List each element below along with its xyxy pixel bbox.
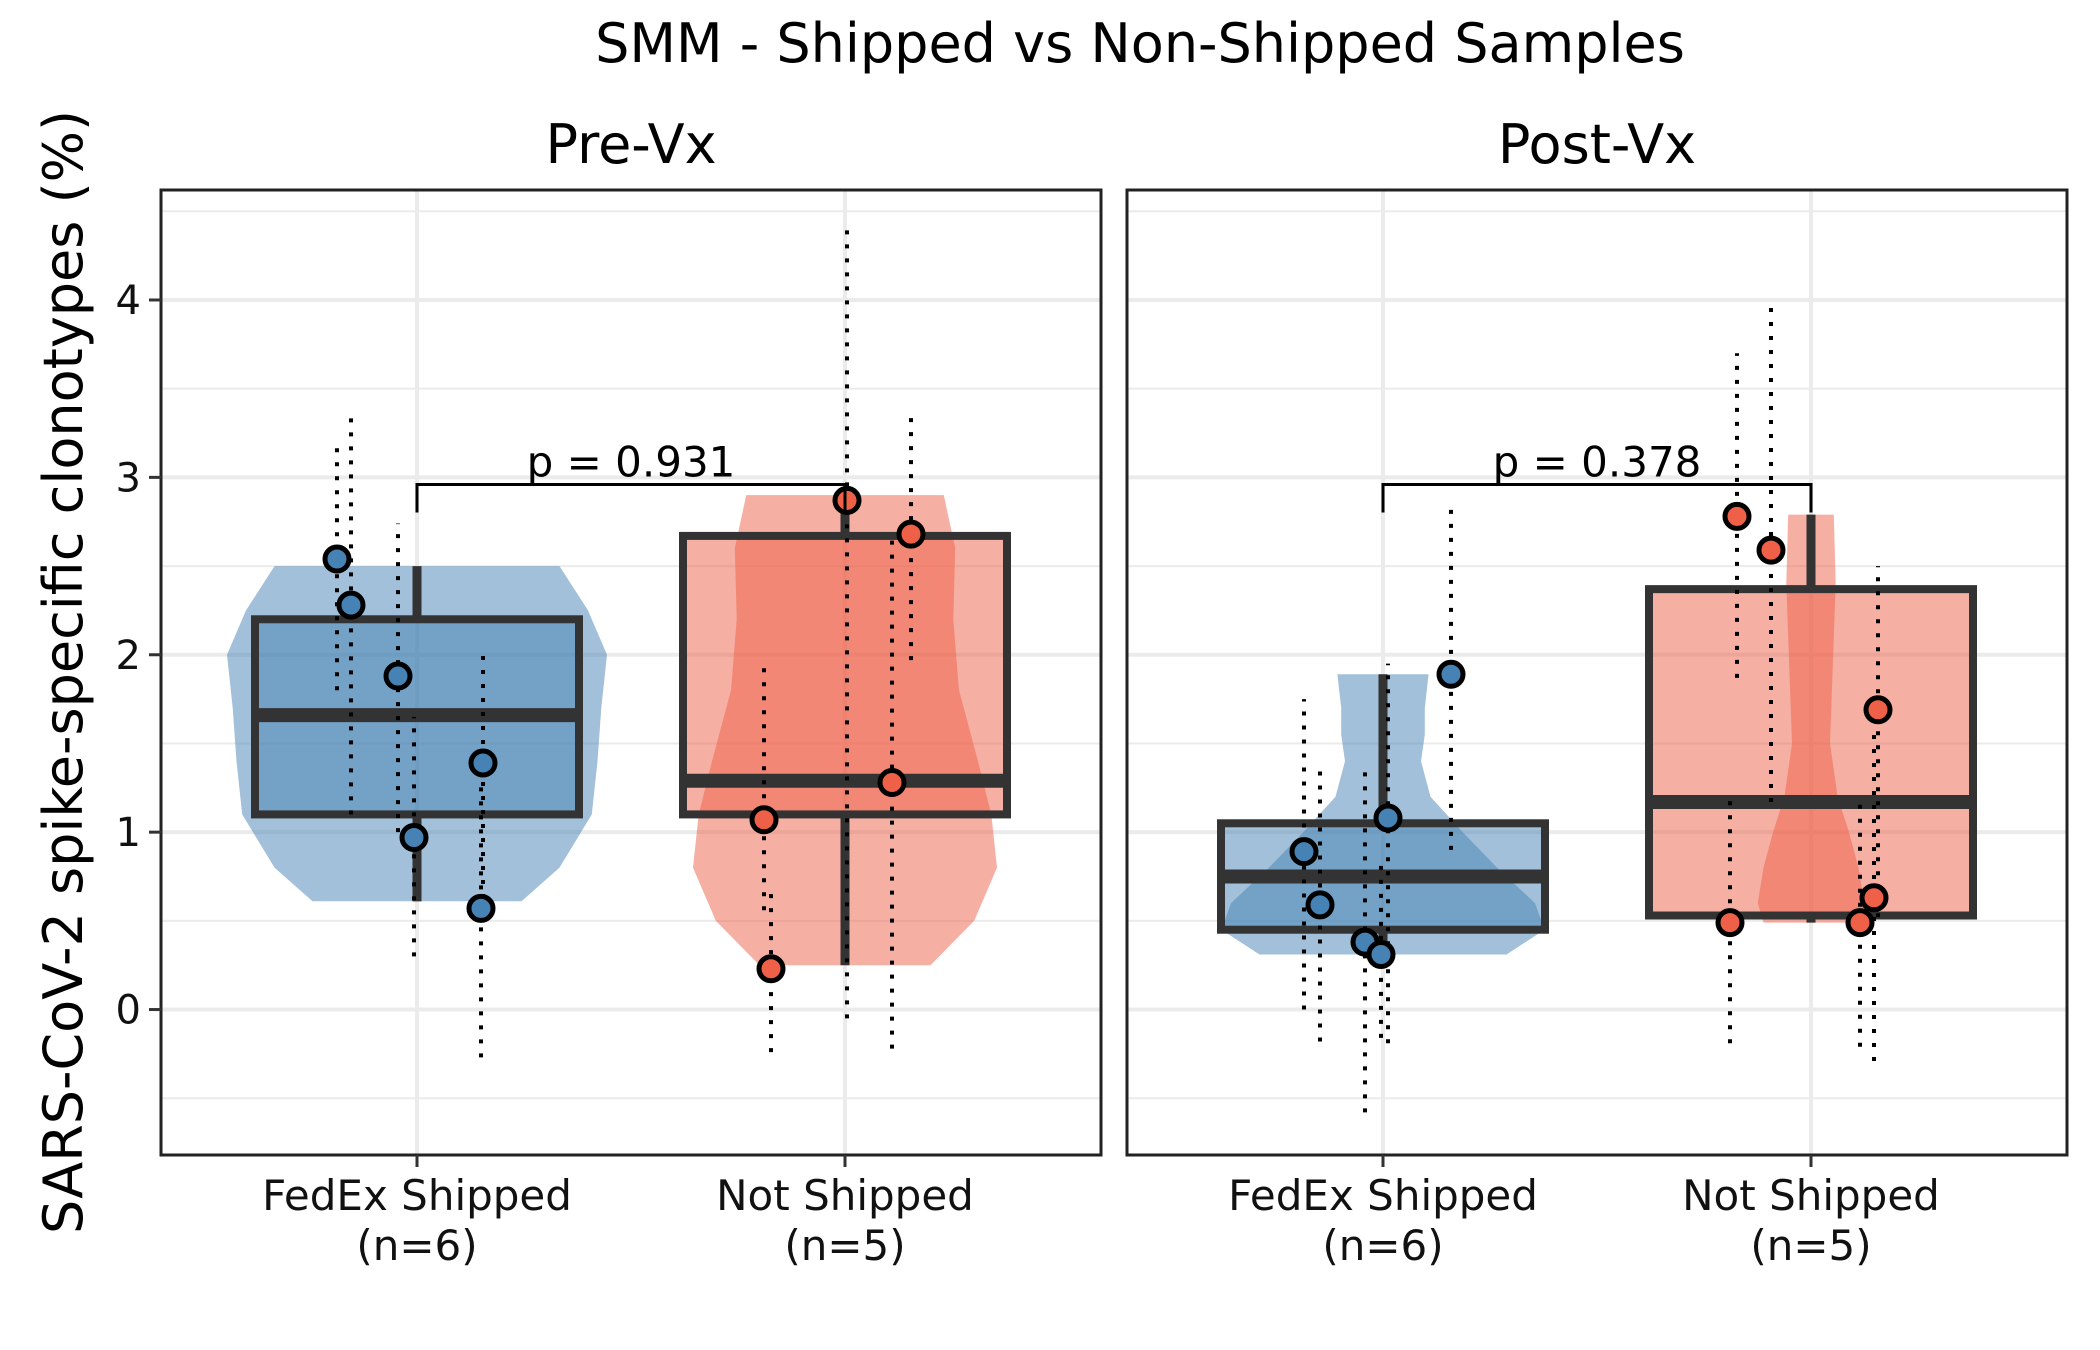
p-value-label: p = 0.931 [527,437,736,486]
y-tick-label: 3 [116,455,141,501]
facet-label-post-vx: Post-Vx [1498,113,1696,176]
data-point [1715,908,1745,938]
data-point [466,893,496,923]
chart-title: SMM - Shipped vs Non-Shipped Samples [595,12,1685,75]
data-point [832,485,862,515]
data-point [1305,890,1335,920]
facet-label-pre-vx: Pre-Vx [545,113,716,176]
panel-border [159,188,1103,1157]
data-point [877,767,907,797]
p-value-label: p = 0.378 [1493,437,1702,486]
panel-post-vx: Post-Vx p = 0.378 FedEx Shipped(n=6) Not S… [1125,113,2069,1270]
data-point [749,805,779,835]
bracket-line [1381,482,1813,513]
data-point [336,590,366,620]
data-point [1436,659,1466,689]
y-tick-label: 2 [116,633,141,679]
x-tick-label-n: (n=6) [356,1221,477,1270]
bracket-line [415,482,847,513]
data-point [1756,535,1786,565]
y-tick-label: 4 [116,278,141,324]
group-not-shipped [679,229,1011,1053]
x-tick-label: Not Shipped [716,1171,974,1220]
data-point [1289,837,1319,867]
data-point [1859,883,1889,913]
x-tick-label: Not Shipped [1682,1171,1940,1220]
data-point [468,748,498,778]
data-point [383,661,413,691]
y-tick-label: 0 [116,988,141,1034]
data-point [1863,695,1893,725]
data-point [1373,803,1403,833]
significance-bracket: p = 0.931 [415,437,847,513]
box [1645,585,1977,920]
panel-pre-vx: Pre-Vx p = 0.931 FedEx Shipped(n=6) Not Sh… [116,113,1103,1270]
x-tick-label: FedEx Shipped [1228,1171,1538,1220]
data-point [756,954,786,984]
x-tick-label: FedEx Shipped [262,1171,572,1220]
data-point [399,822,429,852]
significance-bracket: p = 0.378 [1381,437,1813,513]
data-point [1722,501,1752,531]
x-tick-label-n: (n=6) [1322,1221,1443,1270]
group-fedex-shipped [1217,509,1549,1113]
data-point [896,519,926,549]
y-axis-label: SARS-CoV-2 spike-specific clonotypes (%) [32,110,95,1234]
x-tick-label-n: (n=5) [784,1221,905,1270]
box [679,531,1011,819]
panel-border [1125,188,2069,1157]
x-tick-label-n: (n=5) [1750,1221,1871,1270]
group-fedex-shipped [227,413,607,1058]
data-point [1366,940,1396,970]
y-tick-label: 1 [116,810,141,856]
group-not-shipped [1645,298,1977,1061]
data-point [1845,908,1875,938]
data-point [322,544,352,574]
